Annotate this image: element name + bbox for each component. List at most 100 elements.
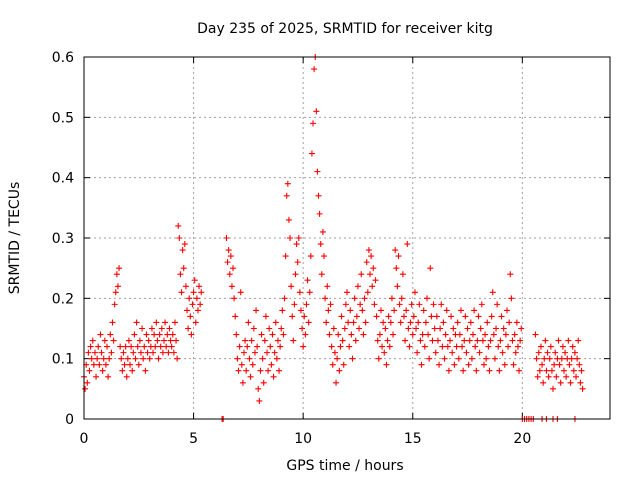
y-tick-label: 0: [65, 412, 74, 428]
data-point: [134, 343, 141, 350]
data-point: [485, 343, 492, 350]
data-point: [197, 301, 204, 308]
data-point: [430, 301, 437, 308]
data-point: [340, 361, 347, 368]
data-point: [375, 355, 382, 362]
data-point: [117, 343, 124, 350]
data-point: [365, 247, 372, 254]
data-point: [228, 283, 235, 290]
data-point: [383, 361, 390, 368]
data-point: [439, 343, 446, 350]
data-point: [370, 265, 377, 272]
data-point: [97, 331, 104, 338]
data-point: [328, 343, 335, 350]
data-point: [154, 337, 161, 344]
data-point: [125, 337, 132, 344]
data-point: [294, 259, 301, 266]
data-point: [191, 277, 198, 284]
data-point: [354, 283, 361, 290]
data-point: [341, 325, 348, 332]
data-point: [192, 319, 199, 326]
data-point: [285, 216, 292, 223]
data-point: [418, 361, 425, 368]
data-point: [100, 355, 107, 362]
data-point: [334, 355, 341, 362]
data-point: [413, 325, 420, 332]
data-point: [483, 355, 490, 362]
data-point: [261, 337, 268, 344]
data-point: [514, 343, 521, 350]
data-point: [132, 355, 139, 362]
data-point: [466, 337, 473, 344]
data-point: [377, 307, 384, 314]
data-point: [93, 373, 100, 380]
data-point: [234, 355, 241, 362]
data-point: [379, 343, 386, 350]
data-point: [362, 319, 369, 326]
data-point: [236, 343, 243, 350]
data-point: [348, 331, 355, 338]
y-tick-label: 0.3: [52, 231, 74, 247]
data-point: [373, 313, 380, 320]
data-point: [550, 385, 557, 392]
data-point: [453, 343, 460, 350]
data-point: [440, 319, 447, 326]
data-point: [433, 313, 440, 320]
data-point: [330, 325, 337, 332]
data-point: [510, 361, 517, 368]
data-point: [86, 367, 93, 374]
data-point: [390, 331, 397, 338]
data-point: [315, 192, 322, 199]
data-point: [489, 289, 496, 296]
data-point: [89, 337, 96, 344]
data-point: [145, 337, 152, 344]
data-point: [419, 331, 426, 338]
data-point: [361, 295, 368, 302]
data-point: [184, 307, 191, 314]
data-point: [535, 349, 542, 356]
data-point: [416, 301, 423, 308]
data-point: [139, 325, 146, 332]
data-point: [257, 367, 264, 374]
data-point: [246, 355, 253, 362]
data-point: [402, 337, 409, 344]
data-point: [313, 108, 320, 115]
data-point: [157, 343, 164, 350]
data-point: [534, 373, 541, 380]
data-point: [507, 271, 514, 278]
data-point: [434, 337, 441, 344]
x-tick-label: 15: [404, 431, 422, 447]
data-point: [111, 301, 118, 308]
data-point: [532, 331, 539, 338]
data-point: [417, 337, 424, 344]
data-point: [165, 349, 172, 356]
data-point: [290, 337, 297, 344]
data-point: [558, 355, 565, 362]
data-point: [546, 355, 553, 362]
data-point: [573, 373, 580, 380]
data-point: [438, 301, 445, 308]
data-point: [456, 331, 463, 338]
data-point: [511, 331, 518, 338]
data-point: [512, 349, 519, 356]
data-point: [465, 361, 472, 368]
data-point: [295, 235, 302, 241]
data-point: [267, 343, 274, 350]
data-point: [545, 373, 552, 380]
data-point: [188, 331, 195, 338]
data-point: [437, 325, 444, 332]
data-point: [244, 343, 251, 350]
data-point: [352, 337, 359, 344]
data-point: [245, 319, 252, 326]
data-point: [544, 349, 551, 356]
data-point: [128, 343, 135, 350]
data-point: [124, 355, 131, 362]
data-point: [259, 355, 266, 362]
data-point: [484, 319, 491, 326]
data-point: [135, 361, 142, 368]
data-point: [297, 307, 304, 314]
data-point: [571, 349, 578, 356]
data-point: [547, 343, 554, 350]
data-point: [237, 289, 244, 296]
data-point: [282, 253, 289, 260]
